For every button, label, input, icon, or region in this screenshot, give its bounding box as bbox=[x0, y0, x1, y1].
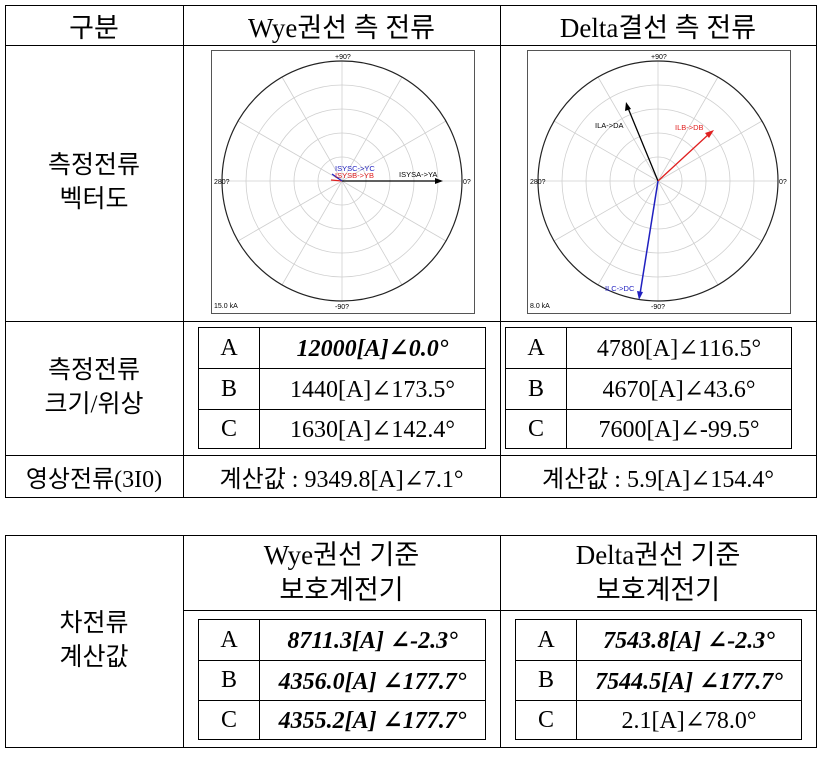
phase-value: 12000[A]∠0.0° bbox=[296, 336, 449, 362]
delta-vector-a-label: ILA->DA bbox=[595, 121, 624, 130]
phase-label: B bbox=[506, 369, 567, 409]
delta-vector-a bbox=[627, 107, 659, 182]
row-label-differential-current: 차전류 계산값 bbox=[59, 610, 129, 671]
phase-value: 1440[A]∠173.5° bbox=[289, 376, 456, 403]
header-wye-relay: Wye권선 기준 보호계전기 bbox=[263, 539, 420, 605]
delta-vector-b-label: ILB->DB bbox=[675, 123, 704, 132]
wye-vector-c-label: ISYSC->YC bbox=[335, 164, 375, 173]
phase-value: 1630[A]∠142.4° bbox=[289, 416, 456, 443]
wye-vector-b bbox=[330, 179, 343, 182]
phase-label: A bbox=[199, 328, 260, 368]
table-row: A 8711.3[A] ∠-2.3° bbox=[199, 620, 485, 660]
table-row: B 7544.5[A] ∠177.7° bbox=[516, 661, 801, 700]
phase-label: C bbox=[516, 701, 577, 739]
delta-vector-c-arrowhead bbox=[637, 291, 643, 300]
wye-label-280: 280? bbox=[214, 179, 230, 186]
delta-vector-b bbox=[657, 133, 710, 182]
phase-value: 7600[A]∠-99.5° bbox=[598, 416, 760, 443]
phase-value: 8711.3[A] ∠-2.3° bbox=[287, 628, 458, 654]
phase-value: 7543.8[A] ∠-2.3° bbox=[603, 628, 775, 654]
table-row: A 12000[A]∠0.0° bbox=[199, 328, 485, 368]
phase-value: 2.1[A]∠78.0° bbox=[621, 707, 757, 734]
delta-scale: 8.0 kA bbox=[530, 303, 550, 310]
phase-label: C bbox=[199, 701, 260, 739]
wye-differential-table: A 8711.3[A] ∠-2.3° B 4356.0[A] ∠177.7° C… bbox=[198, 619, 486, 740]
delta-label-0: 0? bbox=[779, 179, 787, 186]
header-category: 구분 bbox=[69, 12, 119, 43]
delta-label-280: 280? bbox=[530, 179, 546, 186]
phase-label: A bbox=[506, 328, 567, 368]
wye-vector-b-label: ISYSB->YB bbox=[335, 171, 374, 180]
table-row: C 7600[A]∠-99.5° bbox=[506, 410, 791, 448]
phase-value: 4356.0[A] ∠177.7° bbox=[278, 668, 467, 695]
phase-value: 4670[A]∠43.6° bbox=[602, 376, 756, 403]
wye-label-0: 0? bbox=[463, 179, 471, 186]
table-row: B 4670[A]∠43.6° bbox=[506, 369, 791, 409]
delta-vector-b-arrowhead bbox=[705, 130, 714, 138]
delta-differential-table: A 7543.8[A] ∠-2.3° B 7544.5[A] ∠177.7° C… bbox=[515, 619, 802, 740]
wye-vector-c bbox=[331, 173, 343, 182]
wye-label-90: +90? bbox=[335, 54, 351, 61]
delta-phasor-plot: +90? -90? 280? 0? 8.0 kA ILA->DA ILB->DB… bbox=[527, 50, 791, 314]
delta-zero-sequence-value: 계산값 : 5.9[A]∠154.4° bbox=[542, 466, 774, 493]
phase-value: 4355.2[A] ∠177.7° bbox=[278, 708, 467, 734]
phase-label: A bbox=[199, 620, 260, 660]
phase-label: C bbox=[506, 410, 567, 448]
delta-magnitude-table: A 4780[A]∠116.5° B 4670[A]∠43.6° C 7600[… bbox=[505, 327, 792, 449]
row-label-vector-diagram: 측정전류 벡터도 bbox=[47, 152, 140, 213]
table-row: C 4355.2[A] ∠177.7° bbox=[199, 701, 485, 739]
wye-zero-sequence-value: 계산값 : 9349.8[A]∠7.1° bbox=[219, 466, 464, 493]
table-row: C 1630[A]∠142.4° bbox=[199, 410, 485, 448]
delta-vector-c-label: ILC->DC bbox=[605, 284, 635, 293]
phase-label: B bbox=[199, 369, 260, 409]
delta-vector-a-arrowhead bbox=[625, 102, 631, 111]
phase-label: A bbox=[516, 620, 577, 660]
delta-label-minus90: -90? bbox=[651, 304, 665, 311]
wye-vector-a-arrowhead bbox=[435, 178, 443, 184]
phase-label: B bbox=[516, 661, 577, 700]
phase-label: C bbox=[199, 410, 260, 448]
wye-vector-a-label: ISYSA->YA bbox=[399, 170, 437, 179]
table-row: A 7543.8[A] ∠-2.3° bbox=[516, 620, 801, 660]
row-label-magnitude-phase: 측정전류 크기/위상 bbox=[44, 357, 144, 418]
wye-magnitude-table: A 12000[A]∠0.0° B 1440[A]∠173.5° C 1630[… bbox=[198, 327, 486, 449]
phase-label: B bbox=[199, 661, 260, 700]
table-row: B 4356.0[A] ∠177.7° bbox=[199, 661, 485, 700]
phase-value: 7544.5[A] ∠177.7° bbox=[595, 668, 783, 695]
delta-vector-c bbox=[639, 180, 659, 295]
header-delta-current: Delta결선 측 전류 bbox=[559, 12, 757, 43]
header-delta-relay: Delta권선 기준 보호계전기 bbox=[575, 539, 741, 605]
phase-value: 4780[A]∠116.5° bbox=[596, 335, 762, 362]
row-label-zero-sequence: 영상전류(3I0) bbox=[25, 466, 163, 493]
table-row: B 1440[A]∠173.5° bbox=[199, 369, 485, 409]
wye-scale: 15.0 kA bbox=[214, 303, 238, 310]
delta-label-90: +90? bbox=[651, 54, 667, 61]
table-row: A 4780[A]∠116.5° bbox=[506, 328, 791, 368]
wye-label-minus90: -90? bbox=[335, 304, 349, 311]
header-wye-current: Wye권선 측 전류 bbox=[247, 12, 436, 43]
wye-phasor-plot: +90? -90? 280? 0? 15.0 kA ISYSA->YA ISYS… bbox=[211, 50, 475, 314]
table-row: C 2.1[A]∠78.0° bbox=[516, 701, 801, 739]
